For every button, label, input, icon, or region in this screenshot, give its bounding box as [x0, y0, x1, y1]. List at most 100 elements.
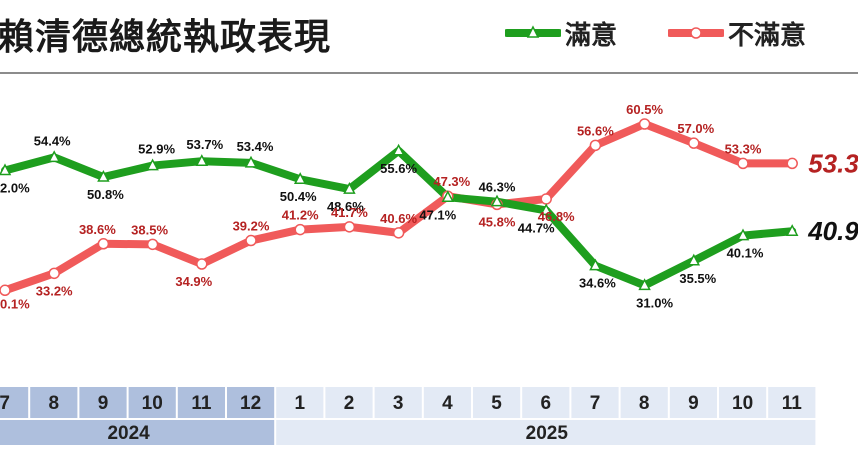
line-chart: 2.0% 54.4% 50.8% 52.9% 53.7% 53.4% 50.4% 48.6% 5… — [0, 102, 858, 311]
satisfied-point-7 — [343, 181, 356, 194]
satisfied-data-label-10: 46.3% — [479, 180, 516, 195]
dissatisfied-point-15 — [737, 157, 749, 170]
satisfied-data-label-1: 54.4% — [34, 133, 71, 148]
dissatisfied-data-label-12: 56.6% — [577, 123, 614, 138]
satisfied-data-label-4: 53.7% — [186, 137, 223, 152]
satisfied-point-12 — [589, 258, 602, 271]
legend-dissatisfied: 不滿意 — [668, 16, 807, 51]
dissatisfied-data-label-8: 40.6% — [380, 211, 417, 226]
legend-dissatisfied-label: 不滿意 — [728, 20, 807, 51]
month-cell-13 — [620, 387, 668, 418]
satisfied-point-15 — [736, 228, 750, 241]
month-label-4: 11 — [191, 393, 212, 414]
month-cell-16 — [768, 387, 816, 418]
dissatisfied-data-label-0: 0.1% — [0, 296, 30, 311]
month-cell-1 — [30, 387, 78, 418]
month-label-3: 10 — [142, 393, 163, 414]
legend-dissatisfied-marker — [668, 27, 724, 39]
satisfied-data-label-9: 47.1% — [419, 207, 456, 222]
dissatisfied-point-3 — [146, 238, 159, 251]
satisfied-data-label-7: 48.6% — [327, 199, 364, 214]
month-cell-12 — [571, 387, 619, 418]
satisfied-data-label-13: 31.0% — [636, 295, 673, 310]
dissatisfied-data-label-10: 45.8% — [479, 214, 516, 229]
year-label-2024: 2024 — [107, 423, 150, 444]
month-label-1: 8 — [49, 393, 60, 414]
year-band-2024 — [0, 420, 275, 445]
year-band-2025 — [276, 420, 816, 445]
legend-satisfied: 滿意 — [505, 16, 618, 51]
satisfied-point-10 — [490, 194, 504, 207]
satisfied-data-label-6: 50.4% — [280, 189, 317, 204]
chart-title: 賴清德總統執政表現 — [0, 17, 332, 58]
month-label-7: 2 — [344, 393, 355, 414]
legend-satisfied-label: 滿意 — [565, 20, 618, 51]
month-cell-15 — [719, 387, 767, 418]
month-label-0: 7 — [0, 393, 10, 414]
satisfied-data-label-14: 35.5% — [679, 271, 716, 286]
dissatisfied-point-6 — [294, 223, 306, 236]
month-cell-11 — [522, 387, 570, 418]
satisfied-point-5 — [244, 155, 258, 168]
dissatisfied-point-14 — [688, 137, 700, 149]
dissatisfied-data-label-9: 47.3% — [433, 174, 470, 189]
satisfied-point-3 — [146, 158, 159, 171]
month-cell-4 — [177, 387, 225, 418]
month-label-10: 5 — [491, 393, 502, 414]
month-cell-7 — [325, 387, 373, 418]
dissatisfied-data-label-5: 39.2% — [233, 219, 270, 234]
month-cell-9 — [423, 387, 471, 418]
satisfied-data-label-15: 40.1% — [727, 246, 764, 261]
month-label-5: 12 — [240, 393, 261, 414]
month-cell-6 — [276, 387, 324, 418]
satisfied-point-16 — [785, 224, 799, 236]
satisfied-point-2 — [97, 169, 110, 182]
satisfied-end-label: 40.9% — [807, 216, 858, 246]
satisfied-data-label-12: 34.6% — [579, 276, 616, 291]
satisfied-point-4 — [195, 154, 209, 166]
satisfied-point-6 — [293, 172, 307, 184]
month-label-15: 10 — [732, 393, 753, 414]
dissatisfied-data-label-7: 41.7% — [331, 205, 368, 220]
dissatisfied-data-label-14: 57.0% — [677, 121, 714, 136]
dissatisfied-point-2 — [97, 238, 110, 250]
dissatisfied-data-label-15: 53.3% — [725, 141, 762, 156]
month-label-11: 6 — [541, 393, 552, 414]
satisfied-data-label-5: 53.4% — [237, 139, 274, 154]
month-label-9: 4 — [442, 393, 453, 414]
dissatisfied-end-label: 53.3% — [808, 148, 858, 178]
satisfied-point-11 — [539, 203, 553, 216]
satisfied-point-0 — [0, 163, 12, 176]
satisfied-data-label-8: 55.6% — [380, 161, 417, 176]
month-cell-2 — [79, 387, 127, 418]
satisfied-point-13 — [638, 278, 651, 291]
month-label-8: 3 — [393, 393, 404, 414]
dissatisfied-data-label-11: 46.8% — [538, 209, 575, 224]
dissatisfied-data-label-4: 34.9% — [175, 274, 212, 289]
month-label-12: 7 — [590, 393, 601, 414]
satisfied-data-label-0: 2.0% — [0, 180, 30, 195]
month-cell-8 — [374, 387, 422, 418]
satisfied-point-8 — [392, 143, 405, 156]
month-cell-14 — [669, 387, 717, 418]
legend-satisfied-marker — [505, 25, 561, 38]
satisfied-point-14 — [687, 253, 701, 266]
dissatisfied-data-label-1: 33.2% — [36, 283, 73, 298]
month-label-13: 8 — [639, 393, 650, 414]
dissatisfied-data-label-6: 41.2% — [282, 208, 319, 223]
month-cell-10 — [473, 387, 521, 418]
dissatisfied-point-1 — [48, 267, 60, 280]
title-divider — [0, 72, 858, 74]
month-cell-0 — [0, 387, 29, 418]
dissatisfied-data-label-13: 60.5% — [626, 102, 663, 117]
dissatisfied-point-16 — [786, 157, 798, 170]
month-label-14: 9 — [688, 393, 699, 414]
dissatisfied-point-8 — [392, 227, 405, 239]
dissatisfied-point-4 — [196, 258, 208, 270]
month-cell-5 — [227, 387, 275, 418]
satisfied-data-label-2: 50.8% — [87, 187, 124, 202]
month-label-2: 9 — [98, 393, 109, 414]
dissatisfied-point-12 — [589, 139, 602, 152]
dissatisfied-point-13 — [638, 118, 651, 130]
